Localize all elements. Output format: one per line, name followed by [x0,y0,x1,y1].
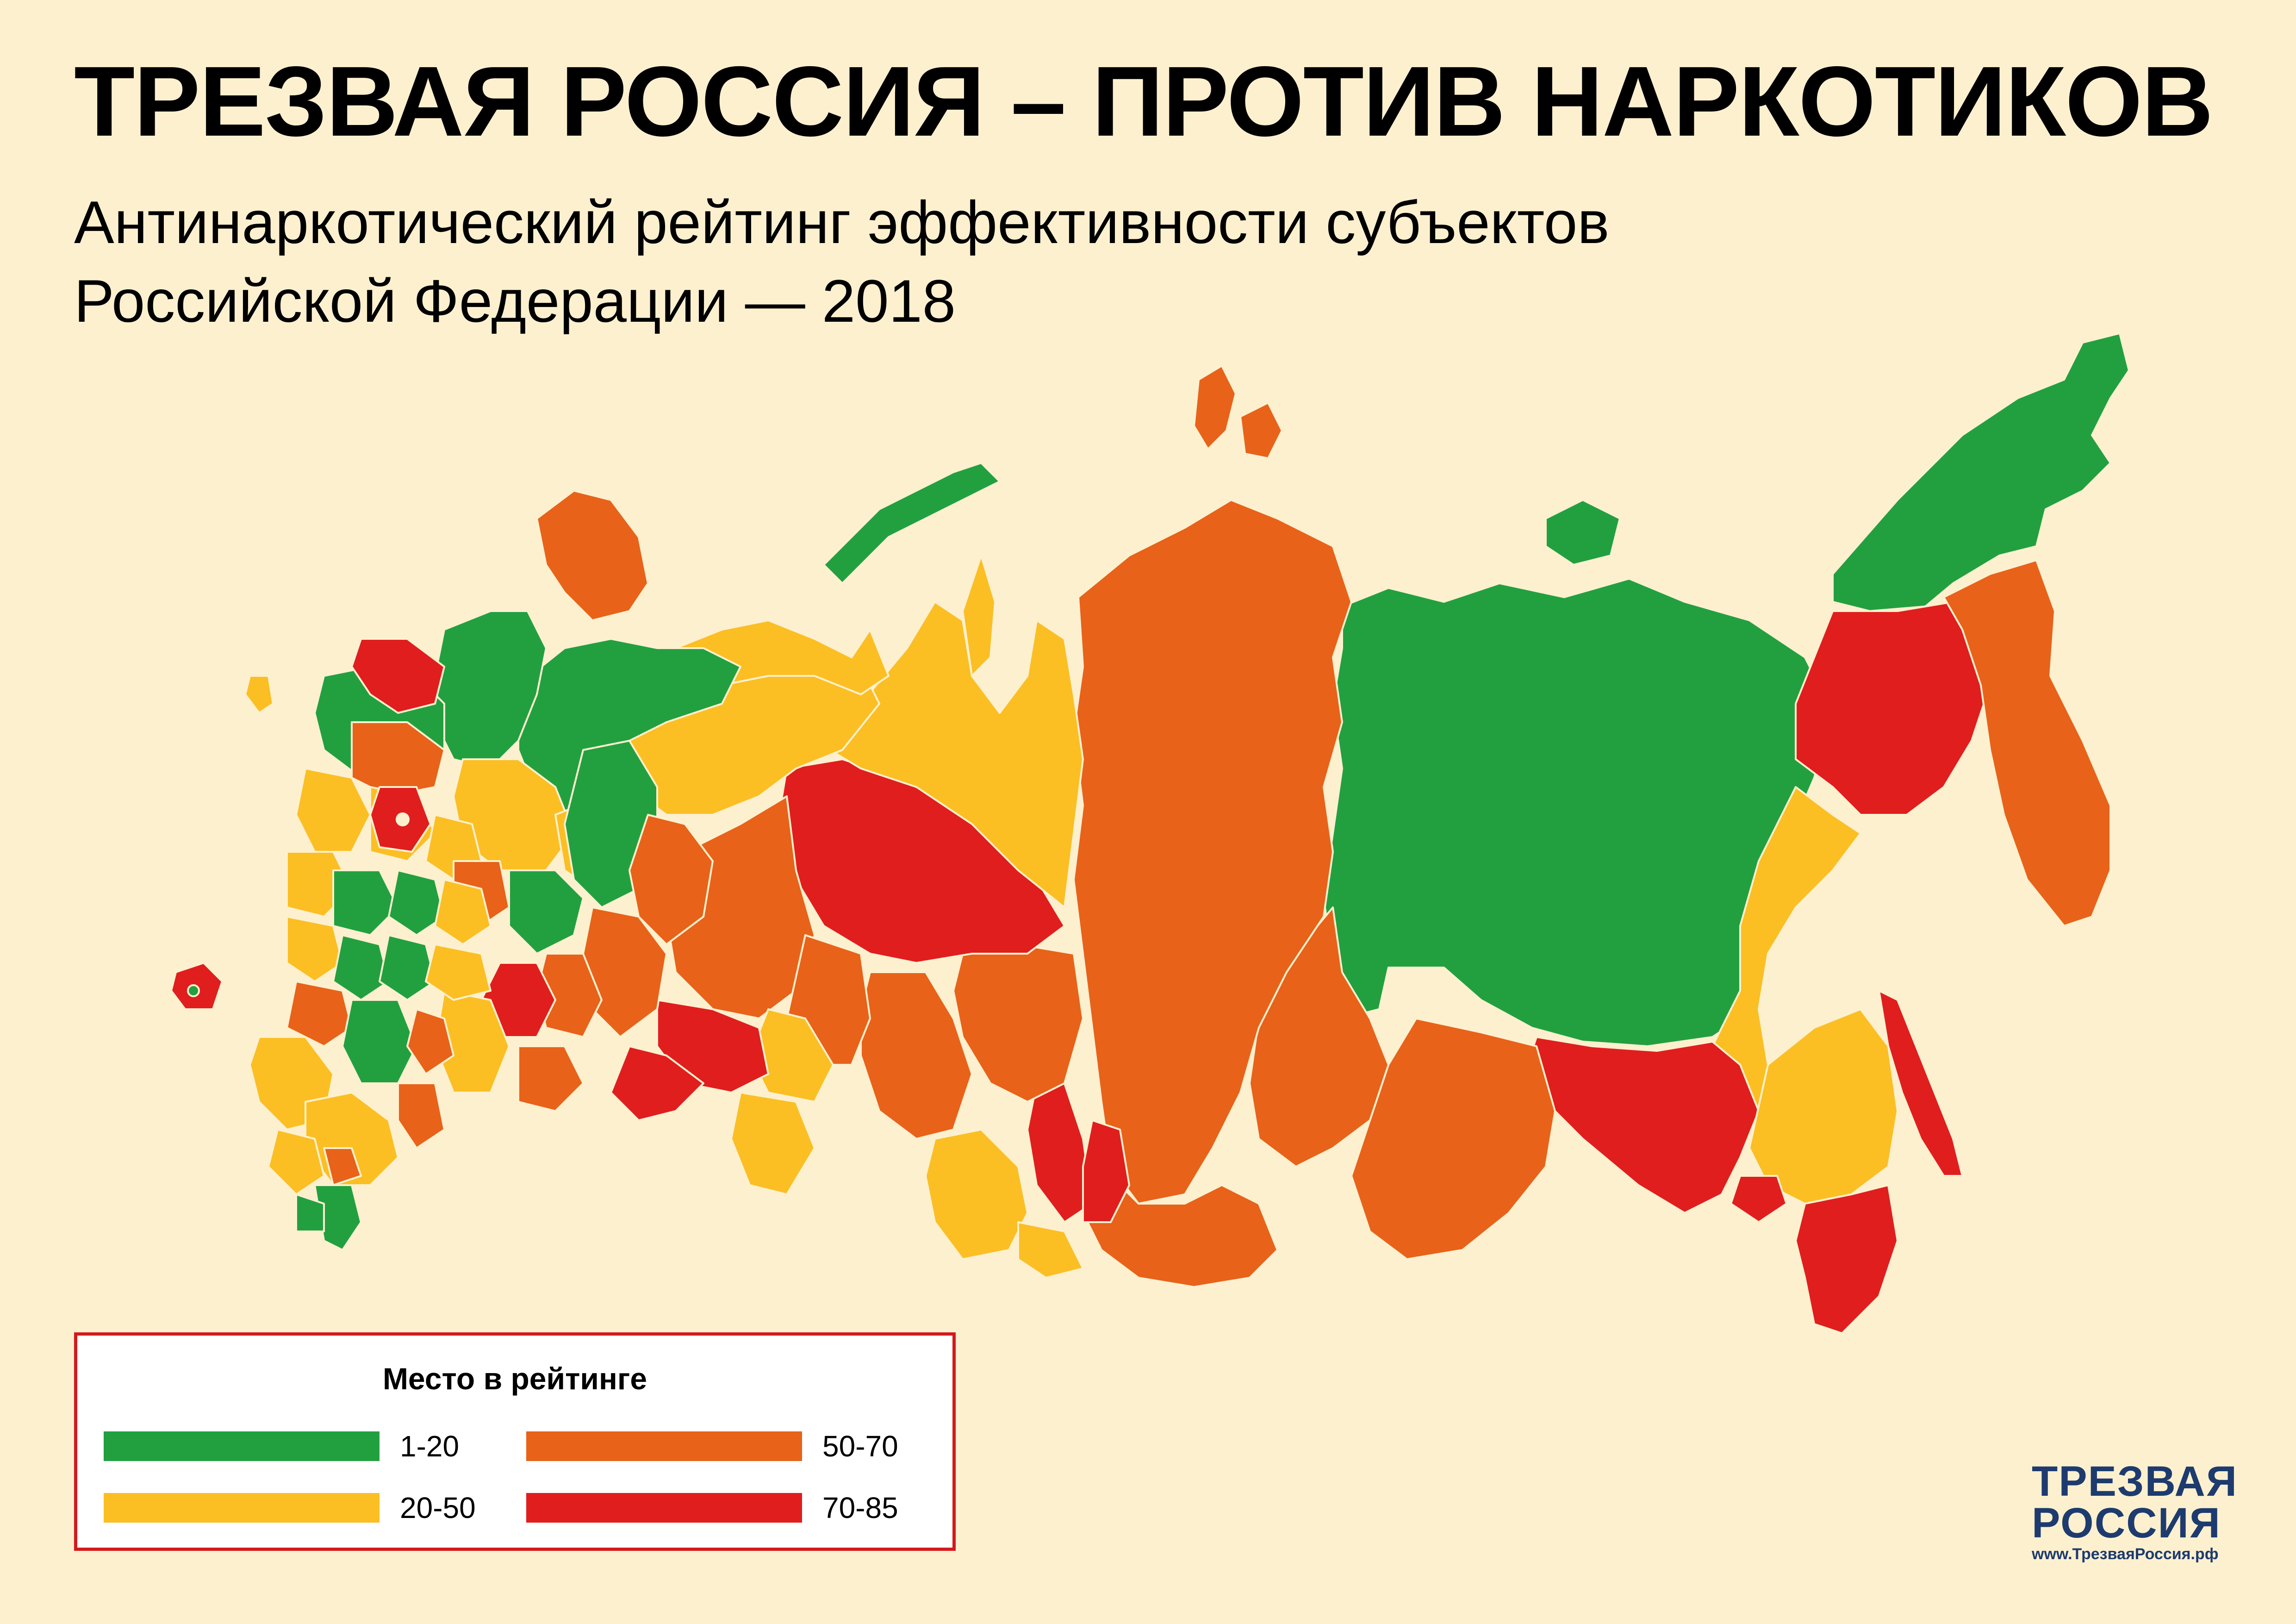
legend-swatch-yellow [104,1493,380,1523]
region-st-petersburg[interactable] [351,638,445,714]
region-chechnya[interactable] [295,1193,325,1232]
region-orenburg-south[interactable] [730,1092,815,1195]
subtitle-line-1: Антинаркотический рейтинг эффективности … [74,188,1610,256]
region-belgorod[interactable] [406,1008,454,1075]
legend-label-70-85: 70-85 [822,1491,898,1524]
region-novosibirsk[interactable] [1082,1119,1130,1223]
brand-line-2: РОССИЯ [2032,1499,2221,1547]
region-tula[interactable] [388,869,445,936]
region-penza[interactable] [425,943,492,1001]
moscow-city-marker[interactable] [396,812,410,826]
region-sakhalin[interactable] [1878,990,1963,1177]
region-ryazan[interactable] [434,879,492,945]
region-tatarstan[interactable] [508,869,584,955]
region-astrakhan[interactable] [517,1045,584,1112]
region-krasnoyarsk[interactable] [1073,499,1352,1205]
region-udmurtia[interactable] [628,814,714,945]
region-kalmykia[interactable] [397,1082,445,1149]
region-kolyma[interactable] [1545,499,1621,566]
region-kursk[interactable] [286,981,353,1047]
brand-line-1: ТРЕЗВАЯ [2032,1458,2238,1505]
legend-label-1-20: 1-20 [400,1430,460,1463]
sevastopol-marker[interactable] [187,984,200,997]
region-lipetsk[interactable] [379,934,436,1001]
region-tomsk[interactable] [952,943,1084,1103]
region-novaya-zemlya[interactable] [823,462,1001,584]
region-chukotka[interactable] [1832,332,2130,612]
region-yamal-peninsula[interactable] [962,555,996,677]
region-amur[interactable] [1526,1036,1760,1214]
region-primorye[interactable] [1795,1184,1898,1334]
region-kamchatka[interactable] [1943,559,2111,927]
page-title: ТРЕЗВАЯ РОССИЯ – ПРОТИВ НАРКОТИКОВ [74,45,2214,157]
brand-url[interactable]: www.ТрезваяРоссия.рф [2032,1545,2219,1563]
region-islands-north[interactable] [1239,402,1283,459]
region-bryansk[interactable] [286,916,343,982]
legend-label-20-50: 20-50 [400,1491,476,1524]
region-magadan[interactable] [1795,601,1991,816]
region-tver[interactable] [295,768,371,853]
legend-swatch-red [526,1493,802,1523]
legend-title: Место в рейтинге [382,1362,647,1396]
legend-swatch-orange [526,1431,802,1461]
page-subtitle: Антинаркотический рейтинг эффективности … [74,183,1609,340]
region-orenburg[interactable] [610,1045,704,1121]
region-jewish-ao[interactable] [1730,1175,1787,1223]
brand-logo: ТРЕЗВАЯ РОССИЯ www.ТрезваяРоссия.рф [2032,1458,2238,1564]
region-altai-krai[interactable] [925,1129,1028,1260]
subtitle-line-2: Российской Федерации — 2018 [74,267,956,335]
region-yamal[interactable] [814,601,1084,908]
region-altai[interactable] [1027,1082,1093,1223]
region-severnaya-zemlya[interactable] [1193,365,1237,450]
region-south-siberia[interactable] [1082,1166,1278,1288]
region-kaliningrad[interactable] [244,675,274,714]
region-murmansk[interactable] [536,490,649,621]
region-stavropol[interactable] [268,1129,325,1195]
legend-swatch-green [104,1431,380,1461]
region-voronezh[interactable] [342,999,417,1084]
region-ingushetia[interactable] [323,1147,362,1186]
region-kaluga[interactable] [332,869,399,936]
region-omsk-south[interactable] [1017,1221,1084,1279]
map-legend: Место в рейтинге 1-20 20-50 50-70 70-85 [74,1332,956,1551]
region-khabarovsk-south[interactable] [1748,1008,1898,1205]
legend-label-50-70: 50-70 [822,1430,898,1463]
region-orel[interactable] [332,934,390,1001]
